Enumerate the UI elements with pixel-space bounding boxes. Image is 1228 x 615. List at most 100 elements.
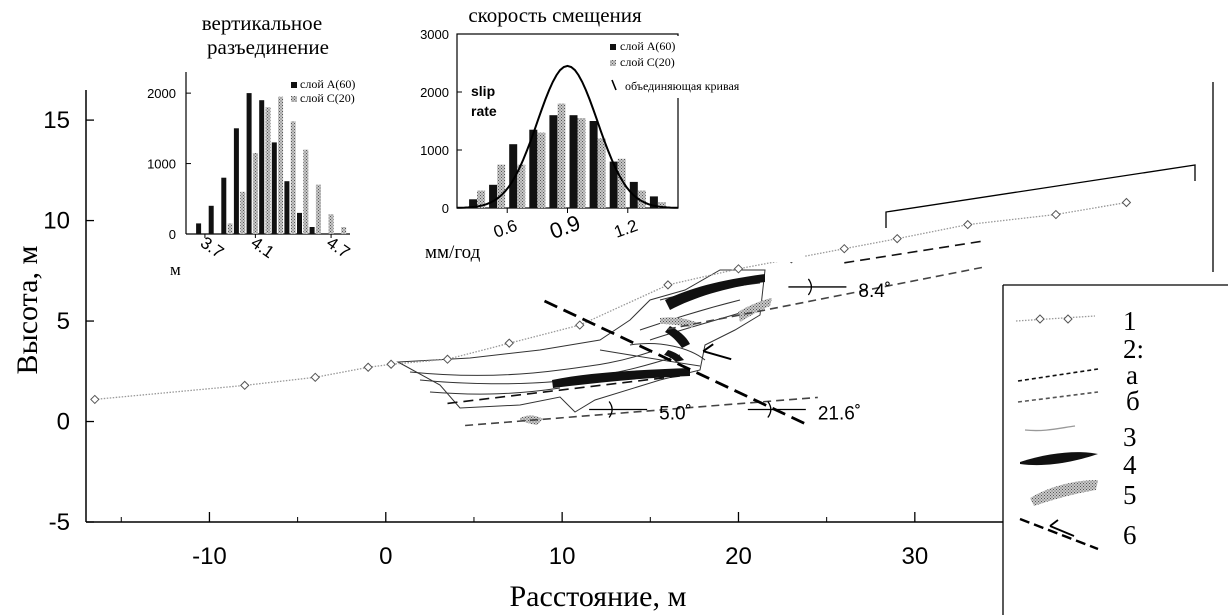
inset-vertical-bar xyxy=(290,121,296,234)
y-tick-label: -5 xyxy=(49,509,70,536)
inset-vertical-bar xyxy=(221,177,227,234)
inset-slip-bar xyxy=(597,138,606,208)
legend-label-2b: б xyxy=(1126,386,1140,416)
series-2а xyxy=(447,374,686,405)
inset-vertical-bar xyxy=(341,227,347,234)
surface-point xyxy=(1121,197,1132,208)
inset-vertical-bar xyxy=(196,223,202,234)
surface-point xyxy=(442,354,453,364)
surface-point xyxy=(663,280,673,290)
surface-point xyxy=(310,372,320,383)
inset-slip-bar xyxy=(517,164,526,208)
inset-slip-bar xyxy=(509,144,518,208)
legend: 12:аб 345 6 xyxy=(1015,306,1144,551)
inset-slip-bar xyxy=(577,118,586,208)
x-tick-label: 0 xyxy=(379,543,392,570)
dip-arc xyxy=(767,401,772,418)
legend-symbol-5 xyxy=(1030,480,1098,506)
surface-point xyxy=(892,233,902,244)
surface-point xyxy=(839,243,849,254)
inset-vertical-bar xyxy=(309,227,315,234)
inset-slip-bar xyxy=(489,184,498,208)
inset-slip-inner-label-line1: slip xyxy=(471,83,495,99)
inset-vertical-title-line2: разъединение xyxy=(207,35,329,59)
series-2а xyxy=(844,239,986,264)
inset-slip-bar xyxy=(497,164,506,208)
surface-point xyxy=(240,380,250,391)
inset-slip-bar xyxy=(537,132,546,208)
legend-symbol-6 xyxy=(1019,517,1099,551)
inset-vertical-bar xyxy=(315,184,321,234)
legend-label-1: 1 xyxy=(1123,306,1137,336)
inset-vertical-y-tick-label: 0 xyxy=(169,227,176,242)
inset-slip-legend-label: слой С(20) xyxy=(620,55,675,69)
inset-slip-legend-swatch xyxy=(610,60,616,66)
legend-label-2a: а xyxy=(1126,360,1138,390)
legend-label-4: 4 xyxy=(1123,450,1137,480)
terrace-bracket xyxy=(885,82,1228,615)
inset-vertical-background xyxy=(128,14,360,284)
surface-point xyxy=(733,264,744,274)
inset-vertical-bar xyxy=(227,223,233,234)
series-6 xyxy=(543,299,810,427)
legend-symbol-3 xyxy=(1024,425,1076,432)
legend-diamond xyxy=(1035,314,1045,324)
inset-vertical-bar xyxy=(208,205,214,234)
dip-arc xyxy=(807,278,813,296)
inset-vertical-bar xyxy=(265,107,271,234)
inset-slip-y-tick-label: 3000 xyxy=(420,27,449,42)
inset-vertical-bar xyxy=(284,181,290,234)
y-tick-label: 10 xyxy=(43,208,70,235)
inset-vertical-y-tick-label: 2000 xyxy=(147,86,176,101)
inset-vertical-x-label: м xyxy=(170,260,181,279)
inset-vertical-y-tick-label: 1000 xyxy=(147,157,176,172)
inset-vertical-legend-label: слой С(20) xyxy=(300,91,355,105)
inset-vertical-legend-label: слой А(60) xyxy=(300,77,355,91)
x-tick-label: 10 xyxy=(549,543,576,570)
x-tick-label: 30 xyxy=(901,543,928,570)
inset-slip-y-tick-label: 1000 xyxy=(420,143,449,158)
legend-arrow xyxy=(1049,519,1075,537)
dip-angle-label: 8.4˚ xyxy=(858,281,891,302)
unit-4-black-layers xyxy=(552,274,765,388)
inset-slip-bar xyxy=(657,202,666,208)
inset-vertical-title-line1: вертикальное xyxy=(202,11,323,35)
inset-slip-bar xyxy=(529,129,538,208)
dip-angle-label: 21.6˚ xyxy=(818,404,861,425)
inset-vertical-bar xyxy=(278,96,284,234)
inset-slip-bar xyxy=(637,190,646,208)
surface-point xyxy=(575,320,585,330)
inset-vertical-legend-swatch xyxy=(291,82,297,88)
inset-slip-legend-curve-label: объединяющая кривая xyxy=(625,79,740,93)
inset-vertical-bar xyxy=(271,142,277,234)
surface-point xyxy=(386,359,396,369)
series-2б xyxy=(465,396,818,427)
inset-slip-combined-curve xyxy=(456,64,679,209)
inset-slip-bar xyxy=(609,161,618,208)
inset-slip-bar xyxy=(649,196,658,208)
x-tick-label: 20 xyxy=(725,543,752,570)
inset-vertical-bar xyxy=(252,153,258,234)
legend-diamond xyxy=(1063,314,1073,324)
inset-vertical-bar xyxy=(303,149,309,234)
inset-slip-bar xyxy=(617,158,626,208)
y-axis-title: Высота, м xyxy=(11,246,44,375)
inset-vertical-bar xyxy=(233,128,239,234)
unit-5-gray-layers xyxy=(520,298,772,425)
legend-symbol-2b xyxy=(1017,391,1099,403)
legend-label-2: 2: xyxy=(1123,334,1144,364)
fault-slip-arrow xyxy=(702,343,732,361)
legend-label-3: 3 xyxy=(1123,422,1137,452)
inset-slip-y-tick-label: 0 xyxy=(442,201,449,216)
inset-vertical-legend-swatch xyxy=(291,96,297,102)
series-2б xyxy=(667,266,986,330)
inset-vertical-bar xyxy=(246,93,252,234)
legend-label-5: 5 xyxy=(1123,480,1137,510)
surface-point xyxy=(504,338,514,348)
inset-slip-y-tick-label: 2000 xyxy=(420,85,449,100)
x-axis-title: Расстояние, м xyxy=(510,580,687,613)
inset-slip-bar xyxy=(469,199,478,208)
y-tick-label: 5 xyxy=(57,308,70,335)
